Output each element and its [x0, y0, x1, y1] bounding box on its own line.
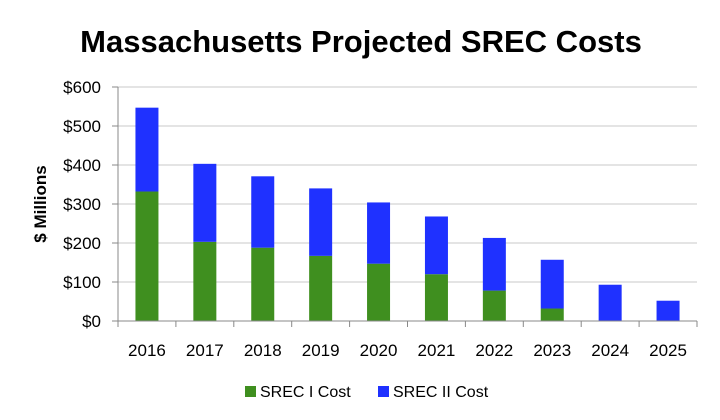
bar-2020-series-2	[367, 202, 391, 264]
y-tick-label-0: $0	[82, 312, 101, 331]
bar-2021-series-2	[424, 216, 448, 275]
bar-2022-series-2	[482, 237, 506, 291]
x-tick-label-2022: 2022	[475, 341, 513, 360]
x-tick-label-2017: 2017	[186, 341, 224, 360]
axes	[112, 86, 698, 327]
legend-swatch-series-2	[378, 386, 389, 397]
bar-2020-series-1	[367, 263, 391, 321]
bar-2025-series-2	[656, 300, 680, 321]
chart-title: Massachusetts Projected SREC Costs	[80, 24, 642, 59]
bars	[135, 107, 680, 321]
y-tick-label-400: $400	[63, 156, 101, 175]
y-tick-label-600: $600	[63, 78, 101, 97]
legend-label-series-1: SREC I Cost	[260, 384, 351, 401]
x-tick-label-2019: 2019	[302, 341, 340, 360]
x-tick-labels: 2016 2017 2018 2019 2020 2021 2022 2023 2024 2025	[128, 341, 687, 360]
y-axis-label: $ Millions	[31, 165, 50, 242]
bar-2023-series-1	[540, 308, 564, 321]
y-tick-label-300: $300	[63, 195, 101, 214]
bar-2024-series-2	[598, 284, 622, 321]
x-tick-label-2025: 2025	[649, 341, 687, 360]
bar-2023-series-2	[540, 259, 564, 309]
bar-2016-series-2	[135, 107, 159, 192]
bar-2018-series-1	[251, 247, 275, 321]
y-tick-label-500: $500	[63, 117, 101, 136]
x-tick-label-2018: 2018	[244, 341, 282, 360]
x-tick-label-2024: 2024	[591, 341, 629, 360]
y-tick-label-200: $200	[63, 234, 101, 253]
bar-2019-series-1	[309, 255, 333, 321]
bar-2017-series-1	[193, 241, 217, 321]
bar-2017-series-2	[193, 163, 217, 242]
bar-2021-series-1	[424, 274, 448, 321]
bar-2016-series-1	[135, 191, 159, 321]
y-tick-labels: $0 $100 $200 $300 $400 $500 $600	[63, 78, 101, 331]
y-tick-label-100: $100	[63, 273, 101, 292]
x-tick-label-2020: 2020	[360, 341, 398, 360]
x-tick-label-2023: 2023	[533, 341, 571, 360]
legend-swatch-series-1	[245, 386, 256, 397]
bar-2018-series-2	[251, 176, 275, 248]
x-tick-label-2021: 2021	[418, 341, 456, 360]
x-tick-label-2016: 2016	[128, 341, 166, 360]
legend: SREC I Cost SREC II Cost	[245, 384, 489, 401]
legend-label-series-2: SREC II Cost	[393, 384, 489, 401]
bar-2022-series-1	[482, 290, 506, 321]
bar-2019-series-2	[309, 188, 333, 256]
